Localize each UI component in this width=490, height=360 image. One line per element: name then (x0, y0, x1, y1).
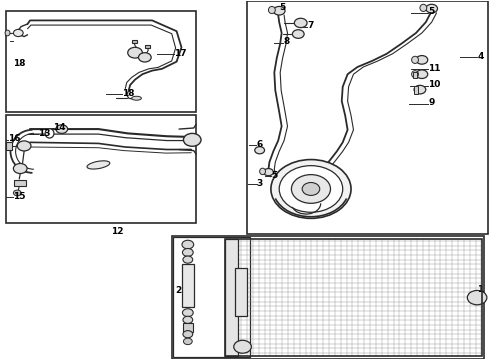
Text: 1: 1 (477, 285, 483, 294)
Text: 3: 3 (257, 179, 263, 188)
Text: 16: 16 (7, 134, 20, 143)
Bar (173, 237, 250, 357)
Circle shape (302, 183, 320, 195)
Ellipse shape (260, 168, 266, 175)
Ellipse shape (412, 71, 418, 78)
Ellipse shape (132, 96, 142, 100)
Circle shape (294, 18, 307, 28)
Bar (235, 268, 247, 316)
Circle shape (293, 30, 304, 39)
Circle shape (183, 338, 192, 345)
Bar (183, 323, 193, 332)
Text: 15: 15 (13, 192, 25, 201)
Bar (182, 264, 194, 307)
Circle shape (416, 70, 428, 78)
Circle shape (128, 47, 143, 58)
Circle shape (426, 4, 438, 13)
Bar (172, 235, 485, 359)
Bar (5, 11, 196, 112)
Ellipse shape (87, 161, 110, 169)
Circle shape (414, 85, 426, 94)
Circle shape (279, 166, 343, 212)
Circle shape (56, 125, 68, 134)
Text: 2: 2 (175, 286, 182, 295)
Bar (225, 239, 482, 356)
Bar (247, 1, 489, 234)
Bar (145, 45, 150, 48)
Bar (225, 239, 238, 356)
Bar (132, 40, 137, 43)
Ellipse shape (5, 30, 10, 36)
Text: 10: 10 (428, 81, 441, 90)
Bar (5, 142, 12, 150)
Text: 7: 7 (307, 21, 314, 30)
Text: 8: 8 (283, 37, 290, 46)
Bar (225, 239, 482, 356)
Text: 18: 18 (13, 59, 25, 68)
Bar (14, 180, 26, 186)
Circle shape (273, 6, 285, 15)
Text: 6: 6 (256, 140, 263, 149)
Text: 5: 5 (271, 171, 277, 180)
Text: 14: 14 (53, 123, 66, 132)
Bar (413, 72, 417, 78)
Circle shape (183, 256, 193, 263)
Text: 12: 12 (111, 228, 123, 237)
Ellipse shape (412, 56, 418, 63)
Circle shape (292, 175, 331, 203)
Text: 5: 5 (428, 7, 435, 16)
Ellipse shape (269, 6, 275, 14)
Circle shape (467, 291, 487, 305)
Circle shape (182, 240, 194, 249)
Text: 11: 11 (428, 64, 441, 73)
Text: 18: 18 (122, 89, 134, 98)
Text: 13: 13 (38, 129, 50, 138)
Ellipse shape (420, 4, 427, 12)
Ellipse shape (45, 129, 54, 138)
Circle shape (17, 141, 31, 151)
Circle shape (255, 147, 265, 154)
Text: 5: 5 (280, 3, 286, 12)
Circle shape (183, 316, 193, 323)
Text: 17: 17 (174, 49, 187, 58)
Text: 9: 9 (428, 98, 435, 107)
Circle shape (264, 168, 273, 176)
Bar (5, 115, 196, 223)
Circle shape (139, 53, 151, 62)
Text: 4: 4 (477, 52, 484, 61)
Circle shape (182, 309, 193, 317)
Circle shape (416, 55, 428, 64)
Bar (414, 86, 418, 94)
Circle shape (13, 190, 21, 196)
Circle shape (183, 134, 201, 146)
Circle shape (182, 248, 193, 256)
Circle shape (13, 163, 27, 174)
Circle shape (183, 330, 193, 338)
Circle shape (13, 30, 23, 37)
Circle shape (271, 159, 351, 219)
Circle shape (234, 340, 251, 353)
